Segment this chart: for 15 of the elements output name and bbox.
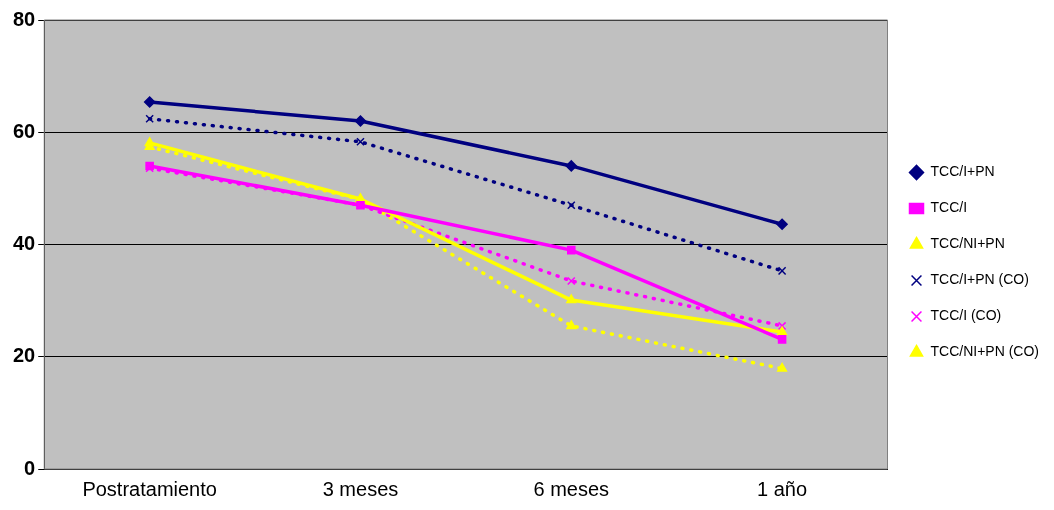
y-tick-label: 0 <box>24 456 36 479</box>
x-tick-label: 3 meses <box>322 477 399 500</box>
legend-label: TCC/NI+PN <box>930 235 1005 252</box>
y-tick-label: 20 <box>13 344 36 367</box>
legend-label: TCC/NI+PN (CO) <box>930 343 1039 360</box>
legend-label: TCC/I <box>930 199 968 216</box>
x-tick-label: 1 año <box>757 477 808 500</box>
x-tick-label: Postratamiento <box>82 477 217 500</box>
legend-label: TCC/I (CO) <box>930 307 1002 324</box>
legend-label: TCC/I+PN (CO) <box>930 271 1029 288</box>
y-tick-label: 60 <box>13 119 36 142</box>
legend-label: TCC/I+PN <box>930 163 995 180</box>
x-tick-label: 6 meses <box>533 477 610 500</box>
y-tick-label: 40 <box>13 232 36 255</box>
y-tick-label: 80 <box>13 7 36 30</box>
